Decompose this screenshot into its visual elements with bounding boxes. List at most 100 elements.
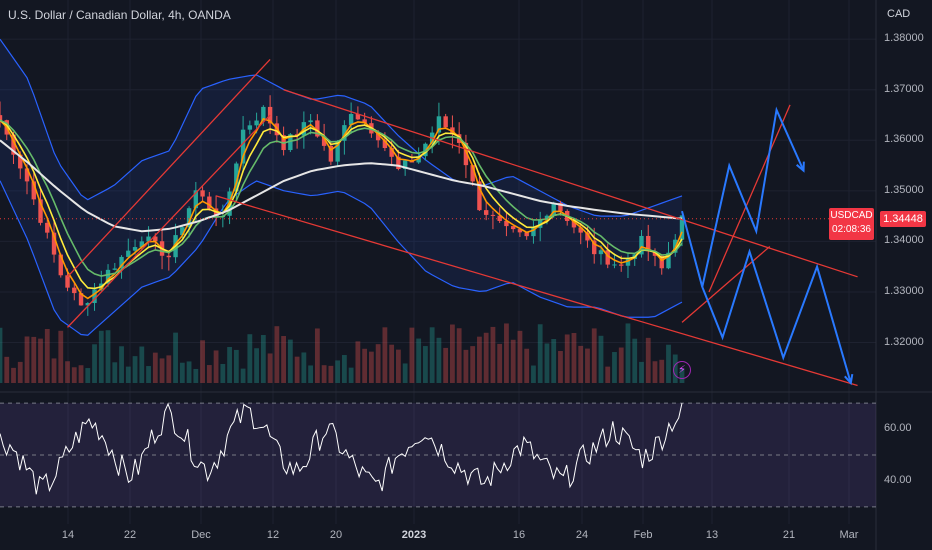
candle-body — [551, 202, 556, 216]
candle-body — [315, 120, 320, 137]
time-tick-label: 12 — [266, 529, 280, 541]
time-tick-label: 14 — [61, 529, 75, 541]
candle-body — [321, 136, 327, 146]
volume-bar — [429, 327, 435, 383]
trend-channel-line — [283, 89, 858, 278]
volume-bar — [314, 328, 320, 383]
volume-bar — [65, 361, 70, 383]
volume-bar — [220, 363, 226, 383]
volume-bar — [206, 365, 212, 383]
volume-bar — [159, 358, 165, 383]
candle-body — [531, 227, 536, 237]
candle-body — [132, 247, 138, 251]
volume-bar — [51, 358, 57, 383]
volume-bar — [139, 346, 145, 383]
price-tick-label: 1.32000 — [884, 335, 924, 348]
volume-bar — [247, 334, 253, 383]
candle-body — [443, 116, 448, 128]
volume-bar — [200, 340, 205, 383]
volume-bar — [618, 347, 624, 383]
volume-bar — [38, 338, 43, 383]
candle-body — [375, 133, 381, 141]
trend-channel-line — [215, 195, 858, 387]
candle-body — [504, 221, 509, 227]
volume-bar — [193, 368, 199, 383]
time-tick-label: 21 — [782, 529, 796, 541]
candle-body — [436, 116, 442, 133]
time-tick-label: 2023 — [401, 529, 427, 541]
volume-bar — [260, 335, 266, 383]
candle-body — [666, 252, 671, 269]
ema-slow-line — [0, 119, 683, 277]
price-tick-label: 1.33000 — [884, 284, 924, 297]
volume-bar — [186, 361, 192, 383]
volume-bar — [301, 352, 307, 383]
candle-body — [180, 227, 185, 236]
candle-body — [85, 303, 90, 306]
volume-bar — [254, 348, 259, 383]
volume-bar — [416, 338, 422, 383]
volume-bar — [287, 339, 293, 383]
candle-body — [362, 119, 367, 124]
candle-body — [11, 134, 16, 155]
volume-bar — [146, 366, 151, 383]
price-tag-countdown: 02:08:36 — [832, 224, 871, 235]
symbol-title: U.S. Dollar / Canadian Dollar, 4h, OANDA — [8, 8, 231, 22]
candle-body — [247, 125, 253, 130]
volume-bar — [612, 352, 617, 383]
candle-body — [517, 229, 523, 233]
flash-icon[interactable]: ⚡ — [673, 361, 691, 379]
candle-body — [510, 226, 516, 230]
volume-bar — [166, 355, 172, 383]
volume-bar — [490, 326, 496, 383]
volume-bar — [119, 346, 124, 383]
volume-bar — [436, 337, 442, 383]
volume-bar — [558, 350, 563, 383]
volume-bar — [362, 348, 368, 383]
volume-bar — [112, 362, 118, 383]
candle-body — [186, 208, 192, 228]
candle-body — [625, 258, 631, 266]
candle-body — [402, 160, 408, 169]
symbol-price-tag: USDCAD 02:08:36 — [829, 208, 874, 240]
projection-path — [681, 106, 805, 288]
candle-body — [477, 181, 482, 211]
candle-body — [31, 181, 36, 200]
candle-body — [24, 168, 30, 182]
volume-bar — [544, 343, 550, 383]
candle-body — [45, 222, 50, 233]
volume-bar — [585, 348, 590, 383]
candle-body — [112, 268, 117, 270]
volume-bar — [652, 361, 658, 383]
time-tick-label: Dec — [191, 529, 211, 541]
volume-bar — [551, 338, 557, 383]
price-tick-label: 1.38000 — [884, 32, 924, 45]
candle-body — [166, 255, 172, 258]
candle-body — [126, 250, 131, 257]
volume-bar — [375, 344, 381, 383]
volume-bar — [58, 330, 64, 383]
projection-arrowhead — [844, 373, 854, 386]
volume-bar — [11, 367, 16, 383]
volume-bar — [423, 346, 428, 383]
volume-bar — [78, 365, 84, 383]
volume-bar — [524, 348, 530, 383]
candle-body — [483, 210, 489, 215]
volume-bar — [0, 327, 3, 383]
candle-body — [396, 156, 401, 169]
volume-bar — [4, 356, 10, 383]
volume-bar — [382, 327, 388, 383]
candle-body — [153, 236, 158, 242]
volume-bar — [105, 330, 111, 383]
volume-bar — [564, 334, 570, 383]
trend-channel-line — [681, 245, 771, 323]
volume-bar — [504, 323, 509, 383]
volume-bar — [395, 349, 401, 383]
volume-bar — [85, 368, 91, 383]
candle-body — [659, 255, 664, 269]
candle-body — [18, 154, 23, 169]
volume-bar — [227, 347, 232, 383]
volume-bar — [173, 332, 178, 383]
candle-body — [213, 208, 219, 218]
